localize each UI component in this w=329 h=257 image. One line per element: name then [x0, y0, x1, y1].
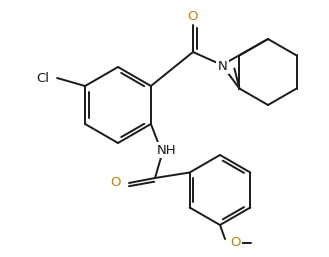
Text: NH: NH [157, 143, 177, 157]
Text: O: O [188, 10, 198, 23]
Text: O: O [111, 177, 121, 189]
Text: O: O [230, 236, 240, 250]
Text: Cl: Cl [36, 71, 49, 85]
Text: N: N [217, 59, 227, 71]
Text: N: N [218, 60, 228, 72]
